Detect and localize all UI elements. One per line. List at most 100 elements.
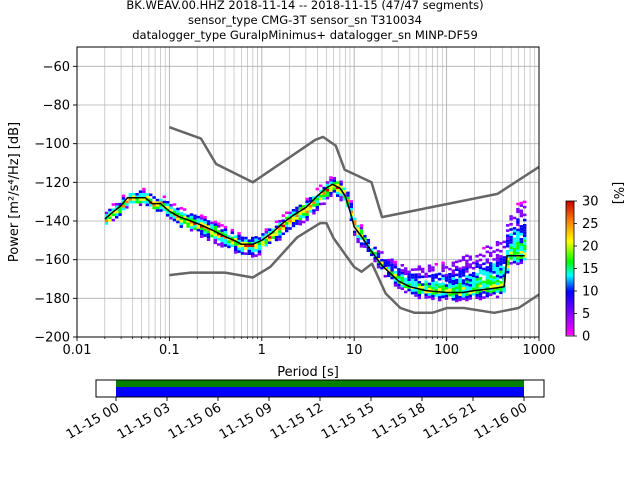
psd-cell [183,218,187,222]
psd-cell [118,210,122,214]
noise-model-lines [104,126,539,315]
psd-cell [359,242,364,245]
psd-cell [519,209,523,213]
psd-cell [523,252,527,256]
psd-cell [196,228,200,232]
psd-cell [305,218,309,222]
psd-cell [288,211,292,215]
psd-cell [438,272,442,276]
psd-cell [179,217,183,220]
psd-cell [410,289,415,292]
timeline-tick-label: 11-15 00 [64,400,122,442]
psd-cell [495,241,500,244]
psd-cell [455,260,459,264]
psd-cell [512,247,517,251]
psd-cell [506,224,510,227]
psd-cell [468,294,472,298]
psd-cell [410,281,415,284]
psd-cell [155,204,160,207]
psd-cell [223,233,228,237]
psd-cell [468,258,472,261]
psd-cell [349,205,353,208]
psd-cell [444,284,449,287]
timeline-tick-label: 11-15 12 [268,400,326,442]
psd-cell [465,262,469,265]
psd-cell [455,297,459,300]
psd-cell [404,269,408,273]
psd-cell [495,285,500,288]
psd-cell [519,240,523,244]
psd-cell [495,267,500,270]
psd-cell [240,246,245,250]
psd-cell [461,255,466,259]
y-tick-label: −100 [34,137,70,152]
psd-cell [444,279,449,282]
psd-cell [451,279,455,283]
psd-cell [152,196,156,199]
psd-cell [223,238,228,242]
psd-cell [492,284,496,287]
psd-cell [427,285,432,288]
psd-cell [417,294,421,297]
psd-cell [356,232,360,236]
psd-cell [278,227,282,231]
psd-cell [499,270,503,274]
psd-cell [499,257,503,261]
psd-cell [492,258,496,261]
psd-cell [475,262,479,266]
psd-cell [509,217,513,221]
psd-cell [230,239,234,242]
psd-cell [516,262,520,266]
psd-cell [305,197,309,201]
psd-cell [387,266,391,270]
psd-cell [305,208,309,211]
psd-cell [295,206,299,210]
psd-cell [220,242,224,245]
colorbar-tick-label: 10 [582,285,599,300]
psd-cell [104,222,109,225]
psd-cell [455,294,459,297]
psd-cell [417,291,421,294]
psd-cell [451,264,455,267]
psd-cell [346,199,350,202]
psd-cell [366,241,370,245]
psd-cell [247,244,251,248]
psd-cell [268,228,272,231]
psd-cell [482,285,486,289]
psd-cell [499,242,503,245]
psd-cell [159,201,163,204]
psd-cell [427,282,432,286]
psd-cell [495,280,500,283]
psd-cell [155,201,160,204]
psd-cell [516,202,520,206]
x-axis: 0.01 0.1 1 10 100 1000 [63,337,556,358]
psd-cell [264,243,268,247]
psd-cell [135,193,139,196]
psd-cell [431,287,435,290]
psd-cell [506,244,510,248]
psd-cell [519,245,523,249]
psd-cell [281,219,285,223]
psd-cell [393,284,398,287]
psd-cell [196,223,200,227]
psd-cell [217,238,221,241]
psd-probability-cloud [104,176,527,303]
psd-cell [434,281,438,284]
psd-cell [305,200,309,203]
psd-cell [325,196,330,200]
psd-cell [495,243,500,247]
psd-cell [478,271,483,275]
psd-cell [519,227,523,231]
psd-cell [121,197,126,200]
psd-cell [434,289,438,292]
psd-cell [485,274,489,277]
psd-cell [400,284,404,288]
timeline-tick-label: 11-15 06 [166,400,224,442]
x-tick-label: 1 [258,343,266,358]
psd-cell [322,186,326,190]
psd-cell [410,276,415,279]
psd-cell [227,235,231,238]
psd-cell [407,273,411,276]
psd-cell [400,287,404,290]
psd-cell [451,274,455,278]
